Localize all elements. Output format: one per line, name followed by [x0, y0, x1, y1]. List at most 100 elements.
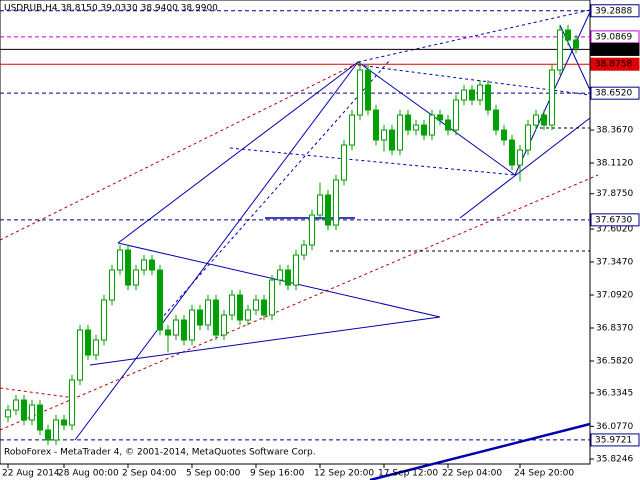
- candle-body: [69, 379, 75, 426]
- y-tick-label: 35.8246: [596, 455, 633, 465]
- trendline: [357, 61, 516, 176]
- plot-frame: [0, 0, 591, 465]
- candle-body: [277, 269, 283, 281]
- candle-body: [445, 119, 451, 131]
- candle-body: [285, 269, 291, 286]
- candle-body: [293, 254, 299, 286]
- candle-body: [413, 124, 419, 131]
- candle-body: [573, 39, 579, 49]
- x-tick-label: 5 Sep 00:00: [186, 469, 241, 479]
- level-label: 38.9900: [595, 45, 632, 55]
- y-tick-label: 37.0920: [596, 291, 633, 301]
- trendline: [357, 9, 591, 63]
- level-label: 38.8758: [595, 60, 632, 70]
- candle-body: [141, 259, 147, 271]
- x-tick-label: 28 Aug 00:00: [58, 469, 119, 479]
- y-tick-label: 38.3670: [596, 126, 633, 136]
- candle-body: [557, 29, 563, 71]
- x-tick-label: 22 Sep 04:00: [442, 469, 502, 479]
- level-label-box: [590, 4, 640, 18]
- x-tick-label: 24 Sep 20:00: [514, 469, 574, 479]
- candle-body: [333, 179, 339, 226]
- candle-body: [245, 309, 251, 321]
- level-label-box: [590, 213, 640, 227]
- trendlines: [0, 9, 599, 480]
- candle-body: [213, 299, 219, 336]
- candle-body: [461, 89, 467, 101]
- candle-body: [165, 329, 171, 336]
- y-tick-label: 36.8370: [596, 324, 633, 334]
- candle-body: [261, 299, 267, 316]
- candle-body: [389, 129, 395, 151]
- candle-body: [485, 84, 491, 111]
- trendline: [159, 59, 391, 321]
- axis: 38.3670 38.1120 37.8750 37.6020 37.3470 37.09…: [2, 4, 640, 479]
- y-tick-label: 36.5820: [596, 357, 633, 367]
- candle-body: [525, 124, 531, 151]
- trendline: [369, 422, 591, 480]
- candle-body: [157, 269, 163, 331]
- candle-body: [117, 249, 123, 271]
- trendline: [0, 174, 599, 431]
- trendline: [89, 316, 441, 366]
- candle-body: [309, 214, 315, 246]
- level-label-box: [590, 42, 640, 56]
- trendline: [459, 117, 591, 219]
- trendline: [0, 61, 361, 241]
- candle-body: [469, 89, 475, 101]
- y-tick-label: 37.3470: [596, 258, 633, 268]
- candle-body: [517, 149, 523, 166]
- candle-body: [61, 419, 67, 426]
- candle-body: [5, 409, 11, 418]
- candle-body: [341, 144, 347, 181]
- candle-body: [533, 114, 539, 126]
- candle-body: [373, 109, 379, 141]
- y-tick-label: 37.6020: [596, 225, 633, 235]
- candle-body: [149, 259, 155, 271]
- candle-body: [437, 114, 443, 121]
- x-tick-label: 2 Sep 04:00: [122, 469, 177, 479]
- level-label-box: [590, 86, 640, 100]
- level-label: 39.0869: [595, 32, 632, 42]
- candle-body: [397, 114, 403, 151]
- level-label-box: [590, 57, 640, 71]
- candle-body: [221, 314, 227, 336]
- candle-body: [101, 299, 107, 341]
- candle-body: [205, 299, 211, 326]
- y-tick-label: 36.3345: [596, 389, 633, 399]
- level-label-box: [590, 433, 640, 447]
- candle-body: [493, 109, 499, 131]
- candle-body: [549, 69, 555, 126]
- candle-body: [29, 404, 35, 421]
- candle-body: [237, 294, 243, 321]
- candle-body: [501, 129, 507, 141]
- levels: [0, 10, 590, 441]
- candle-body: [301, 244, 307, 256]
- candle-body: [325, 194, 331, 226]
- candle-body: [541, 114, 547, 126]
- candle-body: [109, 269, 115, 301]
- chart-title: USDRUB,H4 38.8150 39.0330 38.9400 38.990…: [4, 4, 218, 14]
- candle-body: [77, 329, 83, 381]
- candles: [5, 24, 579, 446]
- level-label: 39.2888: [595, 6, 632, 16]
- level-label: 37.6730: [595, 215, 632, 225]
- candle-body: [125, 249, 131, 286]
- candle-body: [133, 269, 139, 286]
- trendline: [74, 61, 359, 441]
- candle-body: [453, 99, 459, 131]
- candle-body: [365, 69, 371, 111]
- trendline: [0, 387, 76, 399]
- candle-body: [317, 194, 323, 216]
- candle-body: [269, 279, 275, 316]
- trendline: [117, 61, 359, 244]
- candle-body: [181, 319, 187, 341]
- candle-body: [429, 114, 435, 136]
- candle-body: [173, 319, 179, 336]
- x-tick-label: 12 Sep 20:00: [314, 469, 374, 479]
- candle-body: [197, 309, 203, 326]
- candle-body: [381, 129, 387, 141]
- candle-body: [421, 124, 427, 136]
- candle-body: [253, 299, 259, 311]
- candle-body: [189, 309, 195, 341]
